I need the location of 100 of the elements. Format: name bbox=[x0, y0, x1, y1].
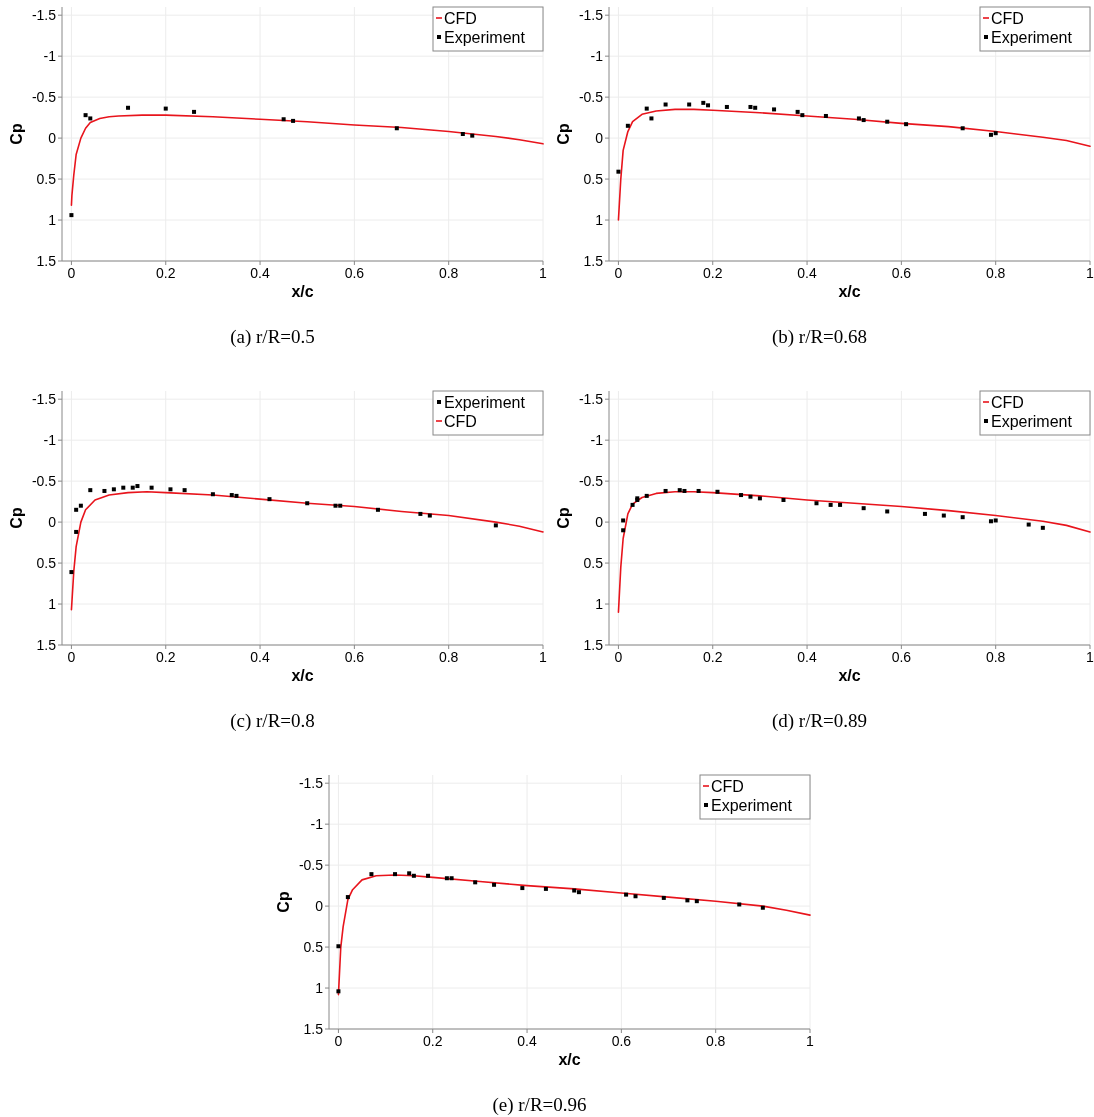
point bbox=[493, 523, 498, 528]
legend-label: Experiment bbox=[444, 28, 526, 46]
point bbox=[694, 899, 699, 904]
legend-label: CFD bbox=[991, 393, 1024, 411]
point bbox=[960, 515, 965, 520]
point bbox=[333, 503, 338, 508]
point bbox=[621, 528, 626, 533]
point bbox=[1026, 522, 1031, 527]
point bbox=[78, 503, 83, 508]
y-tick-label: 1.5 bbox=[303, 1020, 324, 1037]
point bbox=[394, 126, 399, 131]
point bbox=[904, 122, 909, 127]
point bbox=[291, 118, 296, 123]
point bbox=[88, 488, 93, 493]
point bbox=[861, 506, 866, 511]
point bbox=[305, 501, 310, 506]
point bbox=[663, 102, 668, 107]
point bbox=[111, 487, 116, 492]
y-tick-label: 0.5 bbox=[583, 554, 604, 571]
x-tick-label: 0.2 bbox=[156, 265, 176, 281]
point bbox=[281, 117, 286, 122]
point bbox=[135, 484, 140, 489]
y-tick-label: -1.5 bbox=[31, 7, 57, 24]
x-axis-title: x/c bbox=[838, 667, 861, 684]
point bbox=[69, 570, 74, 575]
y-tick-label: 1.5 bbox=[583, 636, 604, 653]
point bbox=[661, 895, 666, 900]
legend-label: CFD bbox=[444, 412, 477, 430]
point bbox=[748, 104, 753, 109]
y-axis-title: Cp bbox=[8, 123, 25, 145]
text: (a) r/R=0.5 bbox=[230, 326, 315, 348]
y-tick-label: 1 bbox=[48, 595, 57, 612]
point bbox=[616, 169, 621, 174]
y-tick-label: 1 bbox=[48, 211, 57, 228]
x-tick-label: 0.2 bbox=[703, 265, 723, 281]
x-tick-label: 1 bbox=[1086, 265, 1094, 281]
legend-label: CFD bbox=[444, 9, 477, 27]
x-tick-label: 0 bbox=[614, 649, 623, 665]
point bbox=[345, 895, 350, 900]
text: (d) r/R=0.89 bbox=[771, 710, 868, 732]
point bbox=[687, 102, 692, 107]
x-tick-label: 0.2 bbox=[156, 649, 176, 665]
point bbox=[426, 873, 431, 878]
x-axis-title: x/c bbox=[558, 1051, 581, 1068]
y-tick-label: -0.5 bbox=[298, 857, 324, 874]
x-tick-label: 1 bbox=[539, 265, 548, 281]
point bbox=[444, 876, 449, 881]
y-tick-label: 0 bbox=[595, 130, 604, 146]
point bbox=[407, 871, 412, 876]
legend-label: CFD bbox=[991, 9, 1024, 27]
point bbox=[625, 123, 630, 128]
point bbox=[130, 485, 135, 490]
point bbox=[988, 132, 993, 137]
point bbox=[1040, 525, 1045, 530]
point bbox=[168, 487, 173, 492]
point bbox=[724, 104, 729, 109]
y-axis-title: Cp bbox=[555, 123, 572, 145]
x-tick-label: 0.6 bbox=[611, 1033, 632, 1049]
point bbox=[633, 894, 638, 899]
point bbox=[701, 100, 706, 105]
point bbox=[941, 513, 946, 518]
point bbox=[210, 492, 215, 497]
x-axis-title: x/c bbox=[291, 667, 314, 684]
point bbox=[685, 898, 690, 903]
point bbox=[336, 989, 341, 994]
x-tick-label: 0.4 bbox=[250, 649, 270, 665]
legend-label: CFD bbox=[711, 777, 744, 795]
point bbox=[644, 106, 649, 111]
line-series bbox=[617, 108, 1091, 221]
point bbox=[814, 501, 819, 506]
x-tick-label: 0 bbox=[334, 1033, 343, 1049]
point bbox=[649, 116, 654, 121]
point bbox=[520, 886, 525, 891]
point bbox=[102, 488, 107, 493]
y-tick-label: 1.5 bbox=[36, 636, 57, 653]
x-axis-title: x/c bbox=[291, 283, 314, 300]
point bbox=[795, 109, 800, 114]
point bbox=[677, 488, 682, 493]
y-tick-label: -0.5 bbox=[578, 473, 604, 490]
point bbox=[149, 485, 154, 490]
point bbox=[121, 485, 126, 490]
x-tick-label: 0.8 bbox=[438, 265, 459, 281]
x-tick-label: 0.4 bbox=[250, 265, 270, 281]
point bbox=[69, 213, 74, 218]
point bbox=[449, 876, 454, 881]
point bbox=[861, 118, 866, 123]
y-tick-label: -1.5 bbox=[298, 775, 324, 792]
point bbox=[543, 886, 548, 891]
text: (e) r/R=0.96 bbox=[492, 1094, 587, 1116]
point bbox=[338, 503, 343, 508]
point bbox=[960, 126, 965, 131]
legend-label: Experiment bbox=[711, 796, 793, 814]
point bbox=[800, 113, 805, 118]
y-axis-title: Cp bbox=[8, 507, 25, 529]
point bbox=[922, 511, 927, 516]
point bbox=[393, 872, 398, 877]
point bbox=[856, 116, 861, 121]
point bbox=[993, 518, 998, 523]
point bbox=[492, 882, 497, 887]
y-tick-label: 0 bbox=[48, 514, 57, 530]
